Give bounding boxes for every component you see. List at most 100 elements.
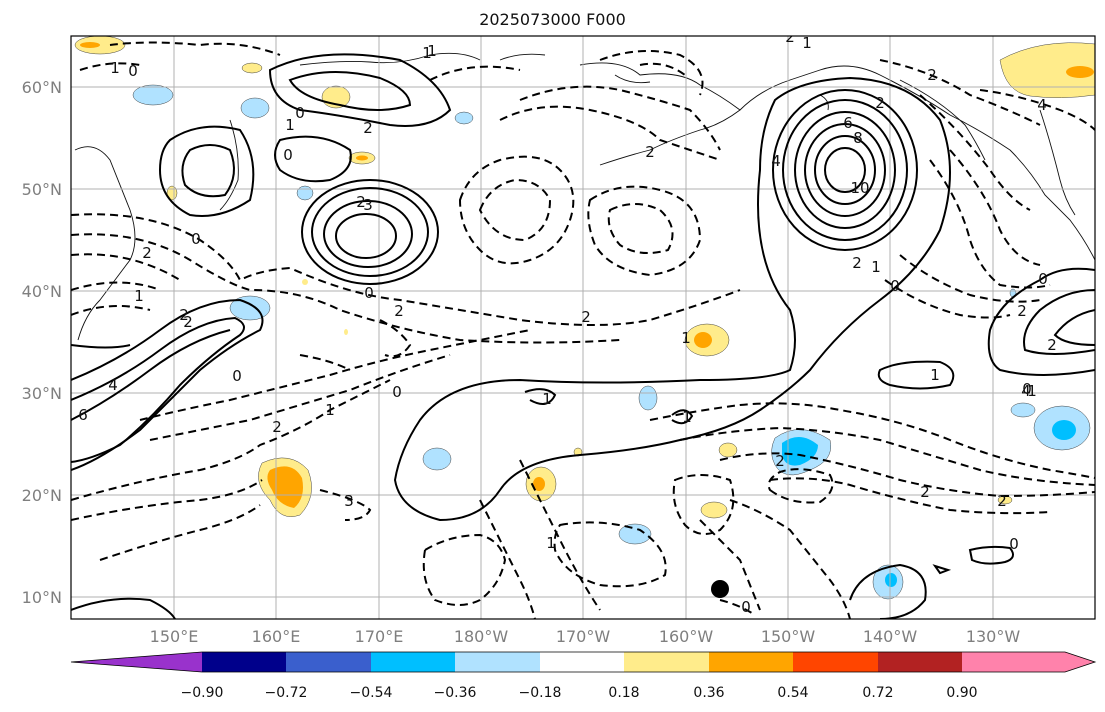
contour-label: 1 bbox=[546, 534, 556, 552]
contour-label: 4 bbox=[1021, 382, 1031, 400]
contour-label: 2 bbox=[356, 193, 366, 211]
contour-label: 8 bbox=[853, 129, 863, 147]
contour-label: 6 bbox=[78, 406, 88, 424]
map-title: 2025073000 F000 bbox=[479, 10, 626, 29]
contour-label: 1 bbox=[285, 116, 295, 134]
contour-label: 1 bbox=[1027, 382, 1037, 400]
colorbar-bin bbox=[540, 652, 624, 672]
solid-contours bbox=[71, 53, 1095, 619]
contour-label: 0 bbox=[1009, 535, 1019, 553]
contour-label: 4 bbox=[771, 152, 781, 170]
contour-label: 1 bbox=[422, 44, 432, 62]
lat-label: 10°N bbox=[22, 588, 62, 607]
colorbar-tick-label: −0.18 bbox=[519, 685, 562, 701]
colorbar-bin bbox=[371, 652, 455, 672]
contour-label: 3 bbox=[363, 196, 373, 214]
contour-label: 2 bbox=[785, 28, 795, 46]
colorbar-bin bbox=[878, 652, 962, 672]
contour-label: 2 bbox=[1047, 336, 1057, 354]
contour-label: 1 bbox=[134, 287, 144, 305]
contour-label: 1 bbox=[802, 34, 812, 52]
coastlines bbox=[74, 52, 1095, 341]
lon-label: 160°E bbox=[252, 627, 301, 646]
colorbar-bin bbox=[624, 652, 709, 672]
small-features bbox=[524, 388, 729, 598]
lon-label: 160°W bbox=[659, 627, 714, 646]
contour-label: 1 bbox=[542, 390, 552, 408]
contour-label: 2 bbox=[997, 492, 1007, 510]
contour-label: 2 bbox=[581, 308, 591, 326]
contour-label: 6 bbox=[843, 114, 853, 132]
contour-labels: 0112368104210123400212102462102201221121… bbox=[78, 28, 1057, 616]
contour-label: 4 bbox=[1037, 96, 1047, 114]
graticule bbox=[71, 36, 1095, 619]
contour-label: 0 bbox=[890, 277, 900, 295]
dashed-contours bbox=[71, 41, 1095, 619]
contour-label: 0 bbox=[1038, 270, 1048, 288]
lat-label: 50°N bbox=[22, 180, 62, 199]
contour-label: 0 bbox=[392, 383, 402, 401]
contour-label: 10 bbox=[850, 179, 869, 197]
contour-label: 2 bbox=[775, 452, 785, 470]
contour-label: 2 bbox=[394, 302, 404, 320]
latitude-labels: 60°N 50°N 40°N 30°N 20°N 10°N bbox=[22, 78, 62, 607]
contour-label: 0 bbox=[295, 104, 305, 122]
contour-label: 2 bbox=[1017, 302, 1027, 320]
contour-label: 0 bbox=[741, 598, 751, 616]
colorbar-tick-label: 0.54 bbox=[777, 685, 808, 701]
contour-label: 2 bbox=[852, 254, 862, 272]
contour-label: 0 bbox=[191, 230, 201, 248]
colorbar-outline bbox=[70, 651, 1097, 673]
colorbar-tick-label: −0.90 bbox=[181, 685, 224, 701]
lat-label: 30°N bbox=[22, 384, 62, 403]
colorbar-tick-label: −0.54 bbox=[350, 685, 393, 701]
lon-label: 170°W bbox=[556, 627, 611, 646]
colorbar-tick-label: −0.72 bbox=[265, 685, 308, 701]
colorbar-ticks: −0.90 −0.72 −0.54 −0.36 −0.18 0.18 0.36 … bbox=[181, 685, 978, 701]
map-frame bbox=[70, 35, 1096, 620]
lon-label: 130°W bbox=[966, 627, 1021, 646]
colorbar-extend-low bbox=[71, 652, 202, 672]
contour-label: 2 bbox=[142, 244, 152, 262]
colorbar-bin bbox=[455, 652, 540, 672]
contour-label: 0 bbox=[128, 62, 138, 80]
contour-label: 1 bbox=[325, 401, 335, 419]
colorbar-bin bbox=[202, 652, 286, 672]
contour-label: 1 bbox=[110, 59, 120, 77]
contour-label: 3 bbox=[344, 492, 354, 510]
shaded-patches bbox=[74, 36, 1095, 600]
colorbar-tick-label: 0.72 bbox=[862, 685, 893, 701]
contour-label: 4 bbox=[108, 376, 118, 394]
contour-label: 2 bbox=[183, 313, 193, 331]
contour-label: 0 bbox=[283, 146, 293, 164]
contour-label: 0 bbox=[364, 284, 374, 302]
lat-label: 20°N bbox=[22, 486, 62, 505]
contour-label: 1 bbox=[930, 366, 940, 384]
contour-label: 0 bbox=[1022, 380, 1032, 398]
contour-label: 1 bbox=[682, 408, 692, 426]
colorbar-tick-label: 0.36 bbox=[693, 685, 724, 701]
contour-label: 0 bbox=[232, 367, 242, 385]
contour-label: 2 bbox=[272, 418, 282, 436]
contour-label: 2 bbox=[179, 306, 189, 324]
lon-label: 170°E bbox=[355, 627, 404, 646]
contour-label: 1 bbox=[681, 329, 691, 347]
colorbar-bin bbox=[709, 652, 793, 672]
lon-label: 140°W bbox=[863, 627, 918, 646]
lon-label: 180°W bbox=[454, 627, 509, 646]
contour-label: 2 bbox=[920, 483, 930, 501]
longitude-labels: 150°E 160°E 170°E 180°W 170°W 160°W 150°… bbox=[150, 627, 1021, 646]
contour-label: 1 bbox=[871, 258, 881, 276]
contour-label: 2 bbox=[363, 119, 373, 137]
lon-label: 150°W bbox=[761, 627, 816, 646]
colorbar-bin bbox=[793, 652, 878, 672]
contour-label: 2 bbox=[875, 94, 885, 112]
colorbar-tick-label: 0.90 bbox=[946, 685, 977, 701]
colorbar bbox=[70, 651, 1097, 673]
lon-label: 150°E bbox=[150, 627, 199, 646]
colorbar-tick-label: −0.36 bbox=[434, 685, 477, 701]
colorbar-tick-label: 0.18 bbox=[608, 685, 639, 701]
contour-label: 2 bbox=[645, 143, 655, 161]
contour-label: 2 bbox=[927, 66, 937, 84]
